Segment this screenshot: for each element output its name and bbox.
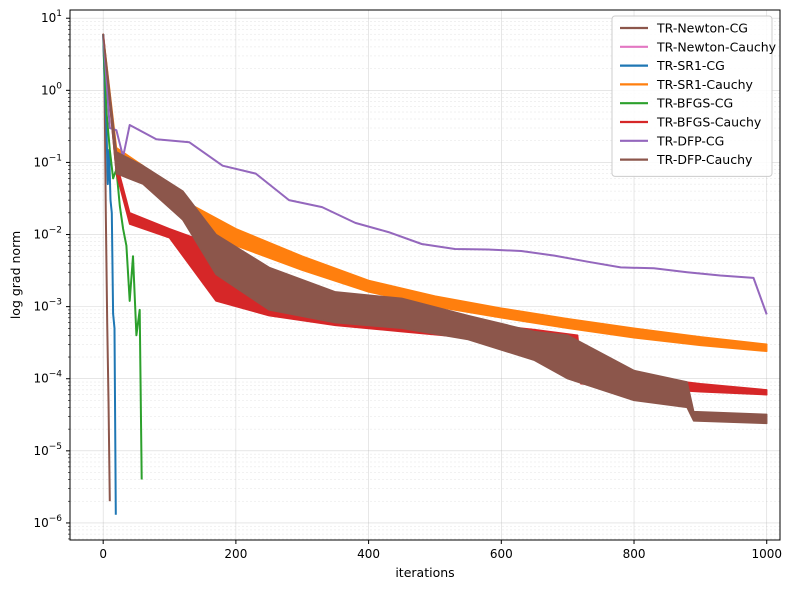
x-tick-label: 200 bbox=[224, 547, 247, 561]
legend-label: TR-SR1-Cauchy bbox=[656, 77, 754, 92]
x-tick-label: 400 bbox=[357, 547, 380, 561]
legend-label: TR-DFP-CG bbox=[656, 133, 724, 148]
series-band-TR-SR1-Cauchy bbox=[102, 33, 768, 353]
x-tick-label: 800 bbox=[623, 547, 646, 561]
y-axis-label: log grad norm bbox=[8, 231, 23, 319]
legend-label: TR-BFGS-Cauchy bbox=[656, 115, 762, 130]
legend-label: TR-Newton-Cauchy bbox=[656, 39, 777, 54]
legend-box bbox=[611, 15, 773, 177]
y-tick-label: 100 bbox=[41, 81, 62, 97]
y-tick-label: 10−6 bbox=[33, 514, 62, 530]
y-tick-label: 10−1 bbox=[33, 153, 62, 169]
axis-ticks: 0 200 400 600 800 1000 10−6 10−5 10−4 10−3 10−2 10−… bbox=[33, 9, 782, 561]
y-tick-label: 101 bbox=[41, 9, 62, 25]
x-tick-label: 600 bbox=[490, 547, 513, 561]
y-tick-label: 10−5 bbox=[33, 442, 62, 458]
series-line-TR-DFP-CG bbox=[102, 34, 768, 315]
plot-frame bbox=[69, 9, 781, 541]
series-band-TR-DFP-Cauchy bbox=[102, 33, 768, 425]
legend: TR-Newton-CG TR-Newton-Cauchy TR-SR1-CG TR-… bbox=[611, 15, 777, 177]
legend-label: TR-DFP-Cauchy bbox=[656, 152, 753, 167]
legend-label: TR-Newton-CG bbox=[656, 21, 748, 36]
x-tick-label: 1000 bbox=[751, 547, 782, 561]
y-tick-label: 10−4 bbox=[33, 370, 62, 386]
x-tick-label: 0 bbox=[99, 547, 107, 561]
y-tick-label: 10−2 bbox=[33, 226, 62, 242]
legend-label: TR-BFGS-CG bbox=[656, 96, 733, 111]
y-tick-label: 10−3 bbox=[33, 298, 62, 314]
series-line-TR-BFGS-CG bbox=[102, 34, 143, 480]
plot-data bbox=[102, 33, 768, 515]
x-axis-label: iterations bbox=[395, 565, 454, 580]
legend-label: TR-SR1-CG bbox=[656, 58, 725, 73]
